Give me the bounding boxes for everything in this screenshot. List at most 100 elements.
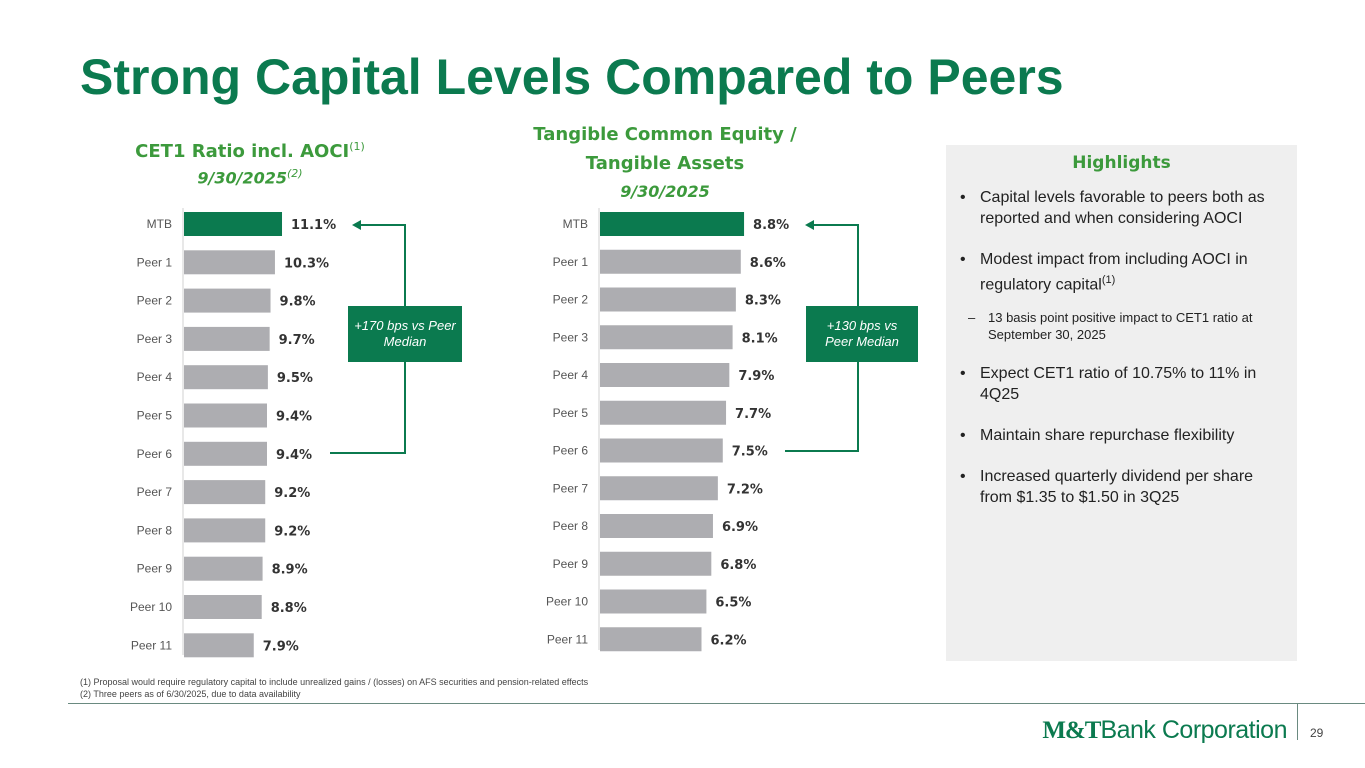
highlight-text: Modest impact from including AOCI in reg… — [980, 251, 1248, 294]
value-label: 9.2% — [274, 524, 310, 539]
chart2-bar — [600, 627, 702, 652]
value-label: 6.9% — [722, 520, 758, 535]
chart2-bar — [600, 400, 727, 425]
chart1-bracket-top — [360, 224, 406, 306]
chart1-date-text: 9/30/2025 — [197, 168, 288, 188]
chart1-bar — [184, 288, 271, 313]
chart2-bar — [600, 363, 730, 387]
divider — [68, 703, 1365, 704]
value-label: 9.7% — [279, 333, 315, 348]
logo-text: Bank Corporation — [1100, 716, 1287, 744]
category-label: Peer 4 — [137, 370, 173, 384]
category-label: Peer 3 — [137, 332, 173, 346]
category-label: Peer 7 — [137, 485, 173, 499]
chart1-title-text: CET1 Ratio incl. AOCI — [135, 141, 350, 162]
highlight-item: Expect CET1 ratio of 10.75% to 11% in 4Q… — [956, 363, 1283, 405]
category-label: Peer 11 — [131, 638, 172, 652]
highlight-text: 13 basis point positive impact to CET1 r… — [988, 310, 1253, 343]
value-label: 9.8% — [280, 295, 316, 310]
value-label: 7.9% — [738, 369, 774, 384]
category-label: Peer 2 — [137, 294, 173, 308]
value-label: 8.8% — [271, 601, 307, 616]
chart1-bar — [184, 365, 268, 390]
chart2-bar — [600, 589, 707, 614]
chart1-bar — [184, 326, 270, 351]
footnote-1: (1) Proposal would require regulatory ca… — [80, 677, 589, 687]
highlights-title: Highlights — [1072, 153, 1171, 173]
chart1-title-sup: (1) — [349, 140, 365, 153]
highlights-list: Capital levels favorable to peers both a… — [946, 187, 1297, 508]
chart2-bar — [600, 212, 745, 236]
chart2-title-line1: Tangible Common Equity / — [533, 124, 797, 145]
chart2-callout: +130 bps vs Peer Median — [806, 306, 918, 362]
category-label: Peer 8 — [553, 519, 589, 533]
value-label: 8.3% — [745, 294, 781, 309]
chart1-bar — [184, 556, 263, 581]
category-label: Peer 7 — [553, 481, 589, 495]
category-label: Peer 3 — [553, 330, 589, 344]
page-number: 29 — [1310, 726, 1324, 740]
company-logo: M&TBank Corporation — [1042, 716, 1287, 745]
logo-divider — [1297, 704, 1298, 740]
value-label: 8.6% — [750, 256, 786, 271]
category-label: Peer 10 — [546, 595, 588, 609]
chart1-date: 9/30/2025(2) — [80, 167, 420, 187]
value-label: 9.4% — [276, 448, 312, 463]
category-label: Peer 5 — [137, 409, 173, 423]
value-label: 7.7% — [735, 407, 771, 422]
category-label: Peer 8 — [137, 523, 173, 537]
value-label: 6.2% — [710, 633, 746, 648]
chart2-bracket-bottom — [785, 362, 859, 452]
chart1-bar — [184, 212, 283, 236]
category-label: Peer 9 — [137, 562, 173, 576]
value-label: 7.5% — [732, 445, 768, 460]
highlight-item: Modest impact from including AOCI in reg… — [956, 249, 1283, 295]
chart2-bar — [600, 551, 712, 576]
chart1-bar — [184, 250, 275, 275]
highlight-item: Maintain share repurchase flexibility — [956, 425, 1283, 446]
highlights-panel: Highlights Capital levels favorable to p… — [946, 145, 1297, 661]
highlight-text: Increased quarterly dividend per share f… — [980, 468, 1254, 507]
value-label: 9.5% — [277, 371, 313, 386]
chart2-bar — [600, 325, 733, 350]
category-label: Peer 9 — [553, 557, 589, 571]
category-label: Peer 11 — [547, 632, 588, 646]
highlight-item: Capital levels favorable to peers both a… — [956, 187, 1283, 229]
category-label: Peer 1 — [137, 255, 173, 269]
value-label: 9.4% — [276, 410, 312, 425]
chart1-bar — [184, 633, 254, 658]
value-label: 7.9% — [263, 639, 299, 654]
chart1-callout: +170 bps vs Peer Median — [348, 306, 462, 362]
category-label: Peer 1 — [553, 255, 589, 269]
chart1-title: CET1 Ratio incl. AOCI(1) — [80, 140, 420, 162]
value-label: 10.3% — [284, 256, 329, 271]
chart2-title-line2: Tangible Assets — [585, 153, 745, 174]
value-label: 6.8% — [720, 558, 756, 573]
logo-mark: M&T — [1042, 717, 1101, 744]
highlight-text: Expect CET1 ratio of 10.75% to 11% in 4Q… — [980, 365, 1257, 404]
chart1-date-sup: (2) — [287, 167, 303, 180]
chart2-bar — [600, 249, 741, 274]
highlight-item: 13 basis point positive impact to CET1 r… — [956, 309, 1283, 343]
arrow-head-icon — [352, 220, 361, 230]
category-label: Peer 4 — [553, 368, 589, 382]
category-label: Peer 2 — [553, 293, 589, 307]
value-label: 8.9% — [272, 563, 308, 578]
category-label: Peer 6 — [553, 444, 589, 458]
highlight-item: Increased quarterly dividend per share f… — [956, 466, 1283, 508]
value-label: 8.8% — [753, 218, 789, 233]
chart1-bar — [184, 518, 266, 543]
highlight-text: Maintain share repurchase flexibility — [980, 427, 1235, 445]
category-label: Peer 6 — [137, 447, 173, 461]
value-label: 7.2% — [727, 482, 763, 497]
chart1-bracket-bottom — [330, 362, 406, 454]
value-label: 11.1% — [291, 218, 336, 233]
chart1-bar — [184, 595, 262, 619]
highlight-sup: (1) — [1101, 274, 1116, 286]
page-title: Strong Capital Levels Compared to Peers — [80, 49, 1064, 105]
chart2-bar — [600, 438, 723, 463]
chart2-bracket-top — [813, 224, 859, 306]
category-label: Peer 10 — [130, 600, 172, 614]
